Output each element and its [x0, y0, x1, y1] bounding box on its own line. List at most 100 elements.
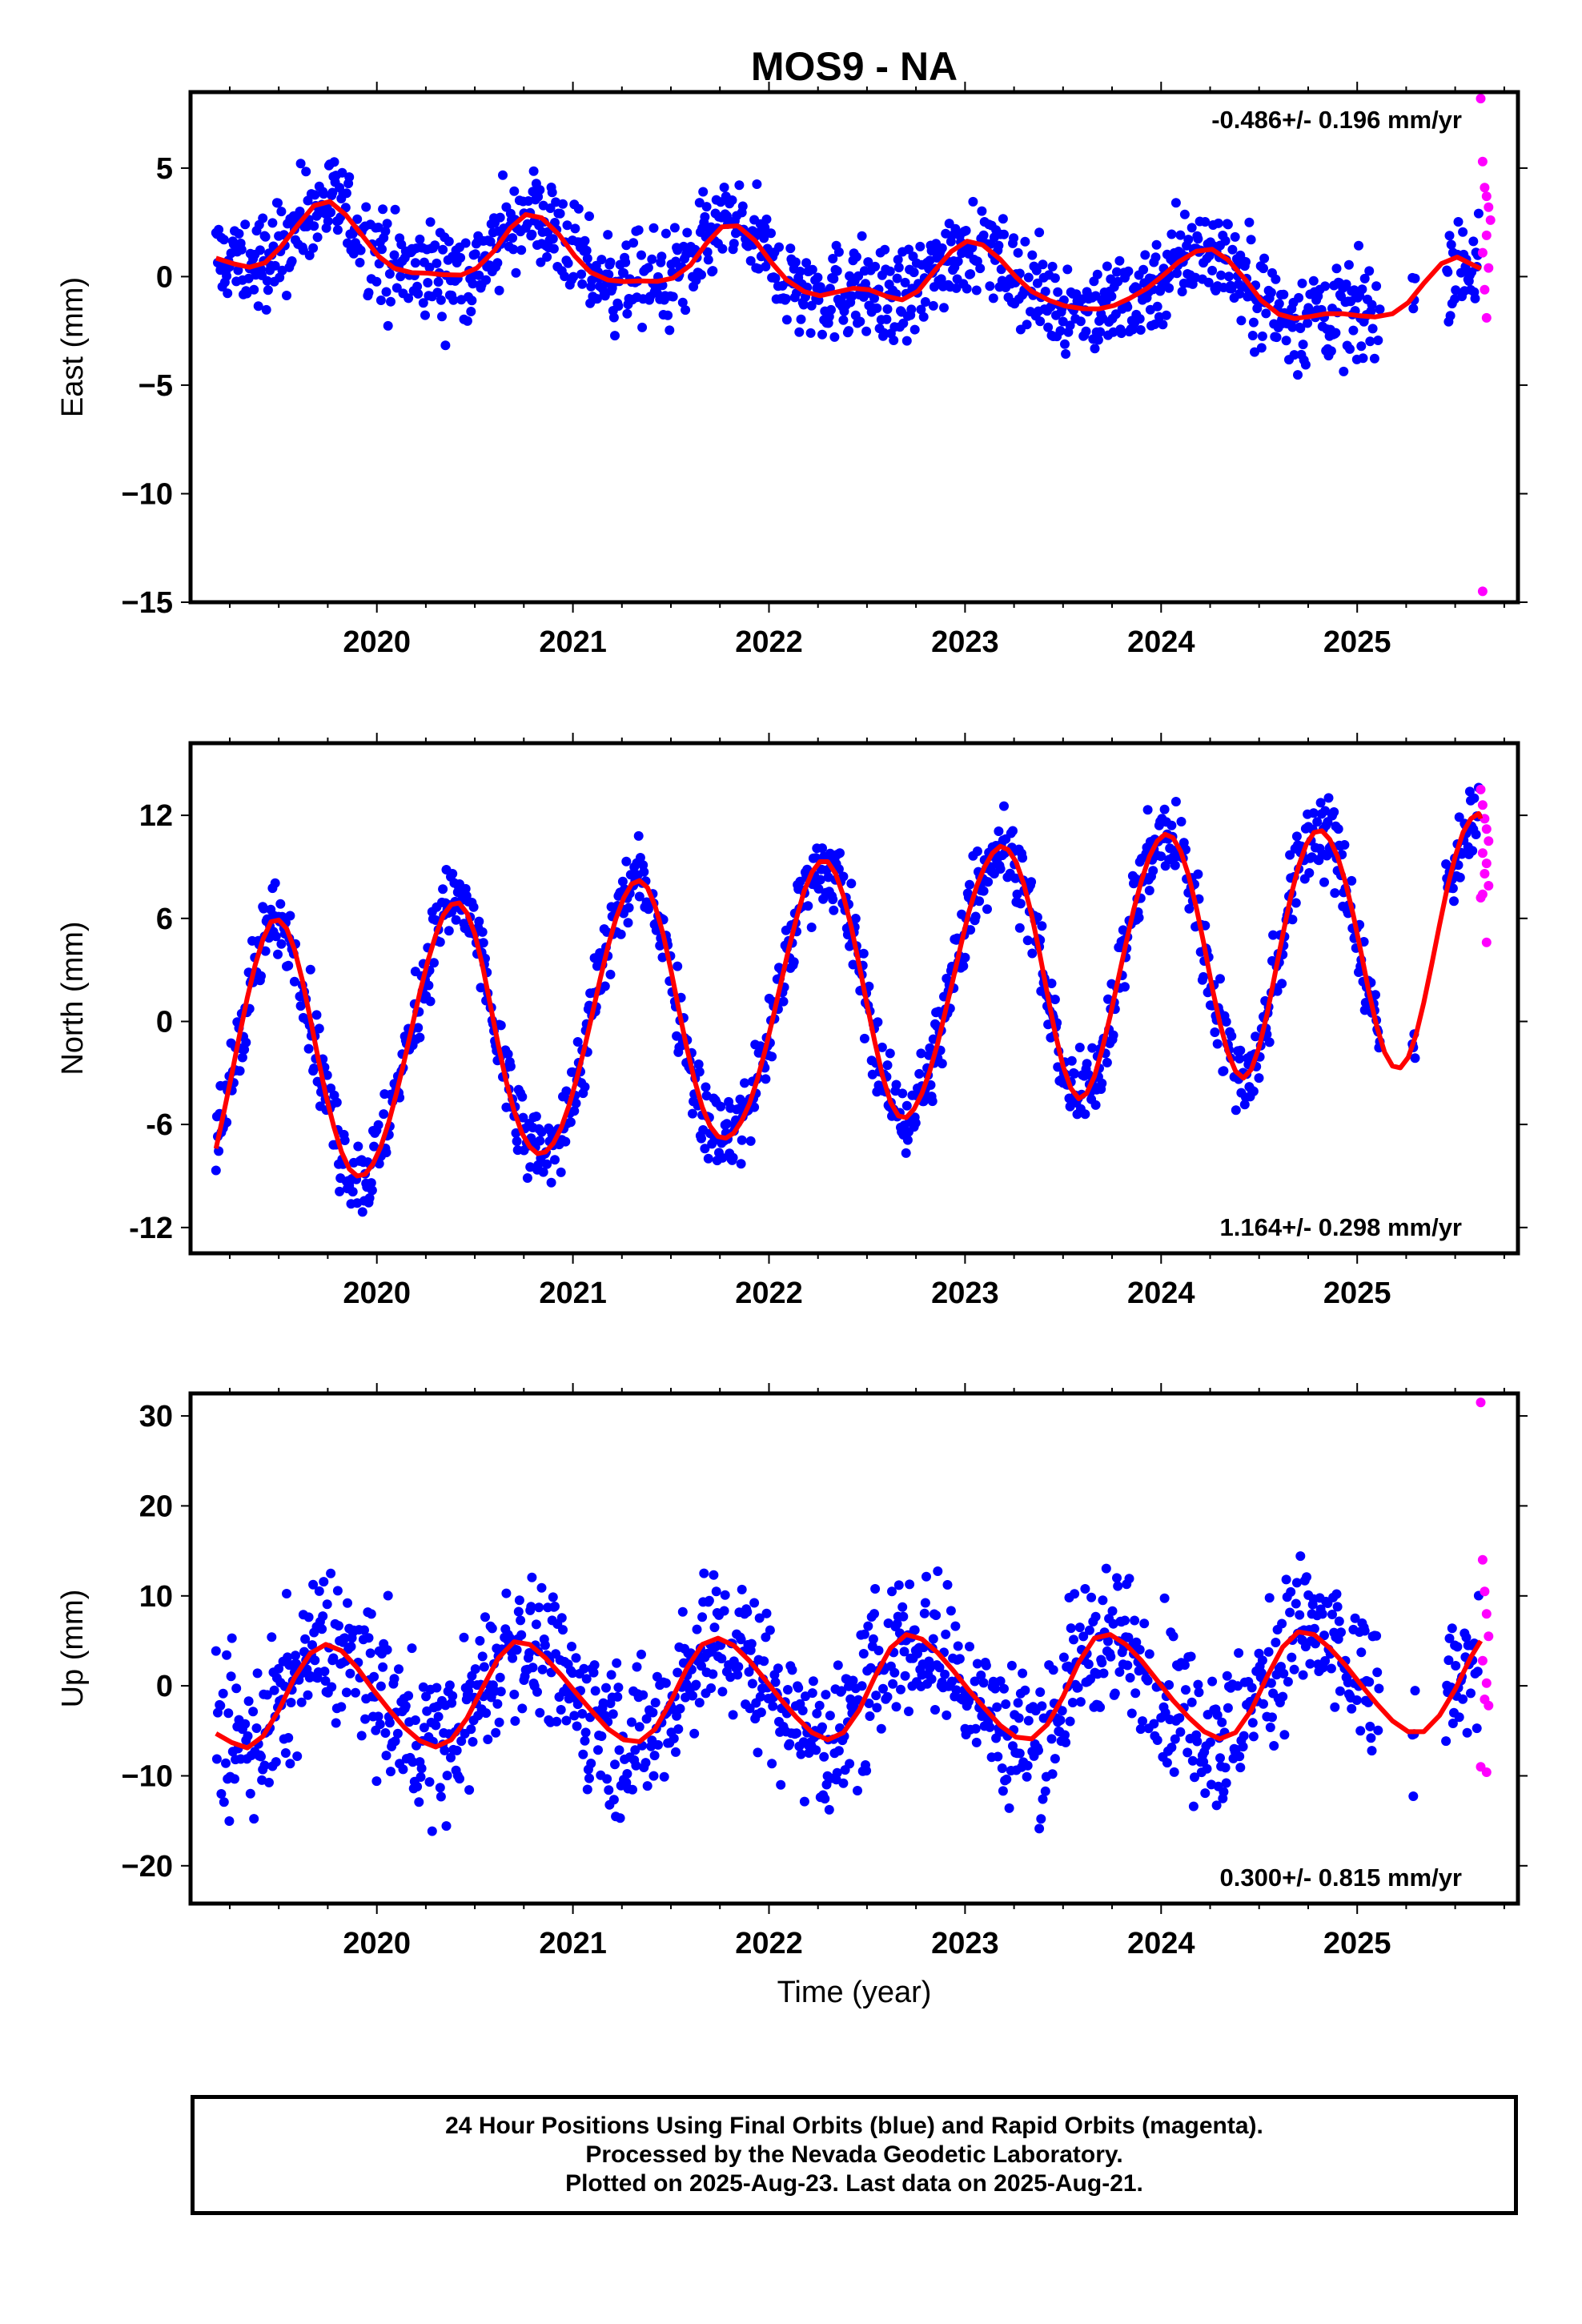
final-orbit-point [1359, 1626, 1370, 1636]
final-orbit-point [1367, 300, 1377, 310]
final-orbit-point [345, 1668, 355, 1679]
final-orbit-point [475, 1635, 485, 1646]
final-orbit-point [853, 271, 864, 281]
final-orbit-point [971, 1737, 982, 1747]
final-orbit-point [1098, 1668, 1109, 1679]
final-orbit-point [918, 312, 929, 322]
final-orbit-point [1161, 310, 1171, 320]
final-orbit-point [1300, 360, 1311, 370]
y-tick-label: 0 [156, 1006, 173, 1039]
final-orbit-point [1118, 925, 1128, 935]
final-orbit-point [381, 1751, 391, 1761]
final-orbit-point [328, 1653, 339, 1663]
final-orbit-point [1055, 1715, 1066, 1725]
final-orbit-point [615, 1813, 625, 1823]
final-orbit-point [442, 1771, 452, 1781]
final-orbit-point [273, 198, 283, 208]
final-orbit-point [353, 1141, 363, 1152]
final-orbit-point [589, 1660, 600, 1671]
final-orbit-point [642, 1781, 652, 1791]
final-orbit-point [483, 1735, 493, 1744]
final-orbit-point [970, 1723, 981, 1734]
y-tick-label: 10 [139, 1580, 173, 1614]
final-orbit-point [1150, 252, 1161, 263]
y-tick-label: 5 [156, 152, 173, 186]
final-orbit-point [926, 1674, 937, 1684]
final-orbit-point [495, 1672, 505, 1683]
final-orbit-point [1156, 283, 1166, 293]
final-orbit-point [1122, 1660, 1133, 1671]
final-orbit-point [223, 1708, 234, 1719]
final-orbit-point [558, 1625, 568, 1635]
final-orbit-point [1230, 231, 1240, 242]
final-orbit-point [688, 1691, 697, 1701]
final-orbit-point [891, 1702, 901, 1712]
final-orbit-point [838, 1778, 849, 1788]
final-orbit-point [1227, 1031, 1237, 1041]
final-orbit-point [1331, 263, 1342, 274]
final-orbit-point [440, 1745, 450, 1755]
final-orbit-point [626, 1717, 636, 1727]
y-axis-label-north: North (mm) [56, 921, 90, 1075]
final-orbit-point [612, 1658, 622, 1668]
final-orbit-point [1106, 1651, 1116, 1662]
final-orbit-point [1200, 217, 1211, 227]
final-orbit-point [547, 187, 557, 198]
final-orbit-point [631, 1760, 641, 1771]
final-orbit-point [535, 185, 545, 195]
final-orbit-point [1238, 1742, 1248, 1752]
rapid-orbit-point [1480, 183, 1490, 193]
final-orbit-point [1373, 1725, 1383, 1735]
final-orbit-point [697, 1612, 708, 1622]
final-orbit-point [415, 1032, 425, 1043]
final-orbit-point [600, 981, 610, 991]
final-orbit-point [1452, 1642, 1463, 1652]
final-orbit-point [946, 1606, 956, 1616]
final-orbit-point [318, 1611, 328, 1622]
final-orbit-point [965, 879, 974, 890]
final-orbit-point [1148, 866, 1158, 876]
final-orbit-point [375, 296, 386, 305]
panel-frame-up [188, 1391, 1520, 1906]
final-orbit-point [231, 1683, 242, 1694]
final-orbit-point [1098, 1595, 1108, 1606]
final-orbit-point [846, 879, 857, 889]
rapid-orbit-point [1480, 1586, 1490, 1597]
final-orbit-point [826, 304, 836, 315]
rapid-orbit-point [1476, 893, 1486, 903]
final-orbit-point [1235, 1763, 1246, 1773]
final-orbit-point [1215, 1753, 1225, 1763]
final-orbit-point [1080, 1584, 1090, 1594]
final-orbit-point [1131, 1637, 1142, 1647]
rapid-orbit-point [1480, 869, 1490, 879]
final-orbit-point [492, 1699, 503, 1709]
final-orbit-point [749, 1102, 760, 1112]
final-orbit-point [1053, 1062, 1063, 1072]
final-orbit-point [1083, 1659, 1094, 1670]
y-ticks-east [181, 167, 1528, 603]
final-orbit-point [1164, 1680, 1174, 1690]
final-orbit-point [985, 281, 995, 292]
final-orbit-point [719, 1606, 729, 1616]
final-orbit-point [1154, 312, 1164, 322]
final-orbit-point [1449, 896, 1459, 907]
final-orbit-point [759, 1656, 769, 1667]
final-orbit-point [873, 1017, 883, 1027]
final-orbit-point [999, 1683, 1009, 1694]
final-orbit-point [601, 1683, 611, 1693]
final-orbit-point [1231, 1105, 1241, 1116]
final-orbit-point [548, 1592, 558, 1602]
final-orbit-point [653, 1739, 663, 1750]
final-orbit-point [1445, 311, 1456, 321]
final-orbit-point [516, 245, 527, 255]
final-orbit-point [1134, 314, 1145, 324]
final-orbit-point [888, 1679, 898, 1689]
final-orbit-point [974, 896, 985, 907]
final-orbit-point [721, 1119, 732, 1129]
final-orbit-point [467, 296, 477, 306]
final-orbit-point [1170, 1734, 1180, 1744]
final-orbit-point [1298, 340, 1308, 350]
final-orbit-point [582, 253, 592, 263]
final-orbit-point [734, 180, 745, 191]
final-orbit-point [708, 1669, 718, 1679]
